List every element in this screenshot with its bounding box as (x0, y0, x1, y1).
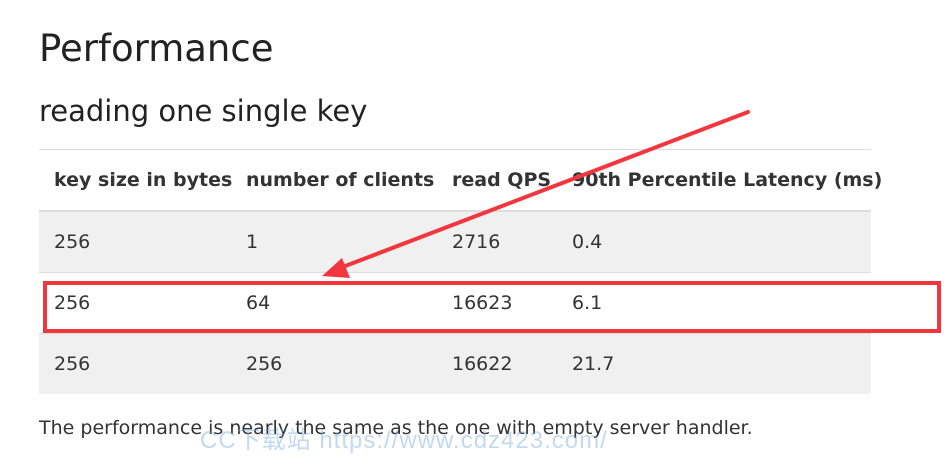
cell-latency: 6.1 (572, 292, 603, 314)
performance-table: key size in bytes number of clients read… (39, 149, 883, 394)
cell-read-qps: 16622 (452, 353, 513, 375)
table-header-row: key size in bytes number of clients read… (39, 149, 883, 211)
column-header-read-qps: read QPS (452, 169, 552, 191)
cell-clients: 1 (246, 231, 259, 253)
section-subtitle: reading one single key (39, 94, 368, 128)
cell-key-size: 256 (54, 231, 91, 253)
cell-read-qps: 2716 (452, 231, 501, 253)
column-header-latency: 90th Percentile Latency (ms) (572, 169, 883, 191)
cell-clients: 64 (246, 292, 271, 314)
table-row: 256 256 16622 21.7 (39, 333, 871, 394)
column-header-key-size: key size in bytes (54, 169, 233, 191)
cell-clients: 256 (246, 353, 283, 375)
table-row: 256 1 2716 0.4 (39, 211, 871, 273)
highlight-box-annotation (43, 281, 941, 333)
page-title: Performance (39, 27, 274, 70)
performance-note: The performance is nearly the same as th… (39, 417, 753, 439)
cell-latency: 0.4 (572, 231, 603, 253)
cell-key-size: 256 (54, 353, 91, 375)
cell-read-qps: 16623 (452, 292, 513, 314)
watermark: CC下载站 https://www.cdz423.com/ (200, 427, 608, 454)
cell-key-size: 256 (54, 292, 91, 314)
cell-latency: 21.7 (572, 353, 615, 375)
column-header-clients: number of clients (246, 169, 435, 191)
